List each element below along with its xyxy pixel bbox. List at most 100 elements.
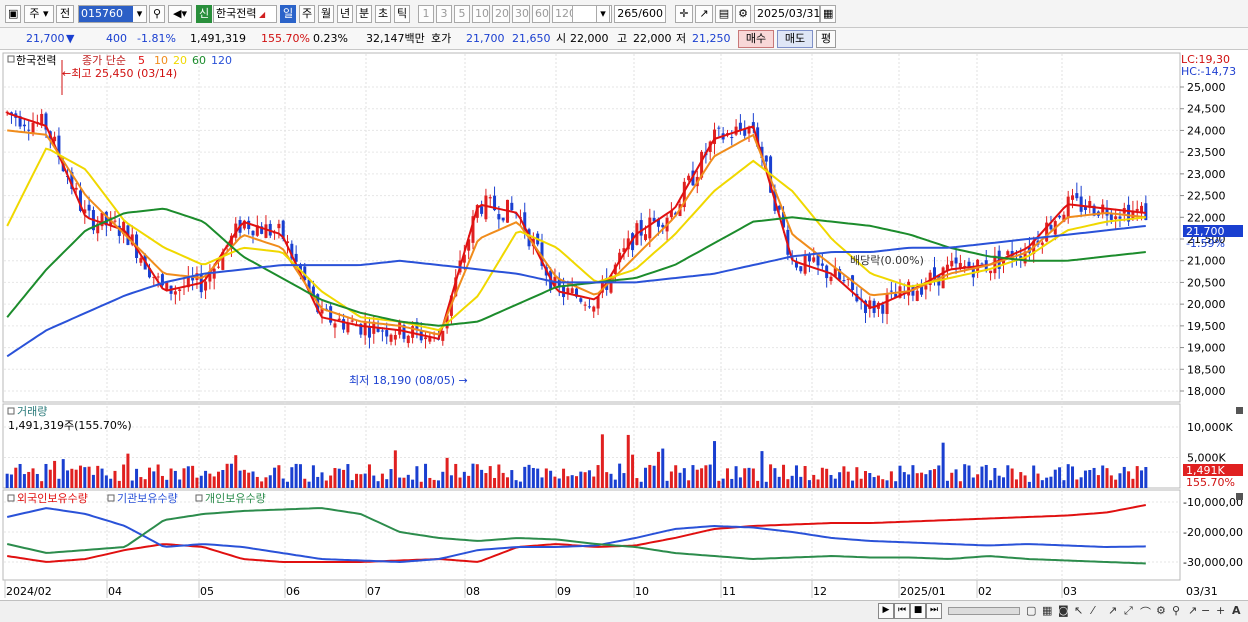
volume-bar: [980, 466, 984, 488]
crosshair-icon[interactable]: ✛: [675, 5, 693, 23]
volume-bar: [536, 468, 540, 488]
x-label-6: 09: [557, 585, 571, 598]
candle: [234, 223, 238, 238]
interval-button-0[interactable]: 1: [418, 5, 434, 23]
volume-bar: [665, 480, 669, 488]
tool1-icon[interactable]: ↖: [1074, 604, 1084, 617]
period-tab-4[interactable]: 분: [356, 5, 372, 23]
volume-bar: [467, 475, 471, 488]
candle: [842, 280, 846, 282]
grid-icon[interactable]: ▦: [1042, 604, 1053, 617]
interval-button-3[interactable]: 10: [472, 5, 490, 23]
period-tab-1[interactable]: 주: [299, 5, 315, 23]
volume-panel-close-icon[interactable]: [1236, 407, 1243, 414]
zoom-slider[interactable]: [948, 607, 1020, 615]
period-tab-0[interactable]: 일: [280, 5, 296, 23]
candle: [74, 187, 78, 190]
tool5-icon[interactable]: ⌒: [1140, 606, 1151, 619]
period-tab-6[interactable]: 틱: [394, 5, 410, 23]
stock-name-field[interactable]: 한국전력 ◢: [213, 5, 277, 23]
capture-icon[interactable]: ▢: [1026, 604, 1037, 617]
volume-bar: [540, 477, 544, 488]
candle: [734, 126, 738, 135]
volume-bar: [717, 480, 721, 488]
stop-icon[interactable]: ■: [910, 603, 926, 619]
eval-button[interactable]: 평: [816, 30, 836, 48]
interval-button-7[interactable]: 120: [552, 5, 576, 23]
volume-title: 거래량: [17, 405, 47, 418]
stock-code-input[interactable]: 015760: [78, 5, 146, 23]
volume-bar: [773, 468, 777, 488]
date-field[interactable]: 2025/03/31: [754, 5, 820, 23]
candle: [945, 264, 949, 271]
zoom-in-icon[interactable]: ↗: [1188, 604, 1198, 617]
volume-bar: [260, 481, 264, 488]
prev-button[interactable]: 전: [56, 5, 74, 23]
candle: [454, 277, 458, 297]
tool4-icon[interactable]: ⤢: [1124, 604, 1133, 617]
stock-chart[interactable]: 25,000 24,500 24,000 23,500 23,000 22,500 22,0…: [0, 50, 1248, 600]
interval-button-5[interactable]: 30: [512, 5, 530, 23]
volume-bar: [842, 466, 846, 488]
volume-bar: [281, 478, 285, 488]
volume-bar: [294, 463, 298, 488]
period-tab-5[interactable]: 초: [375, 5, 391, 23]
volume-bar: [734, 466, 738, 488]
volume-bar: [592, 476, 596, 488]
plus-icon[interactable]: +: [1216, 604, 1226, 617]
interval-button-6[interactable]: 60: [532, 5, 550, 23]
bid-price: 21,650: [512, 32, 551, 45]
candle: [863, 300, 867, 314]
volume-bar: [549, 470, 553, 488]
candle: [475, 204, 479, 218]
tool3-icon[interactable]: ↗: [1108, 604, 1118, 617]
save-icon[interactable]: ▤: [715, 5, 733, 23]
period-tab-3[interactable]: 년: [337, 5, 353, 23]
tool2-icon[interactable]: ⁄: [1092, 604, 1094, 617]
interval-button-2[interactable]: 5: [454, 5, 470, 23]
buy-button[interactable]: 매수: [738, 30, 774, 48]
investor-panel-close-icon[interactable]: [1236, 493, 1243, 500]
first-icon[interactable]: ⏮: [894, 603, 910, 619]
last-icon[interactable]: ⏭: [926, 603, 942, 619]
price-tick-13: 18,500: [1187, 363, 1226, 376]
high-price: 22,000: [633, 32, 672, 45]
candle: [44, 113, 48, 130]
count-field[interactable]: 265/600: [614, 5, 666, 23]
interval-button-1[interactable]: 3: [436, 5, 452, 23]
calendar-icon[interactable]: ▦: [820, 5, 836, 23]
camera-icon[interactable]: ◙: [1058, 604, 1069, 617]
interval-button-4[interactable]: 20: [492, 5, 510, 23]
candle: [764, 155, 768, 162]
window-menu-icon[interactable]: ▣: [5, 5, 21, 23]
candle: [1083, 206, 1087, 210]
period-tab-2[interactable]: 월: [318, 5, 334, 23]
draw-tool-icon[interactable]: ↗: [695, 5, 713, 23]
speaker-icon[interactable]: ◀▾: [168, 5, 192, 23]
volume-bar: [273, 467, 277, 488]
volume-bar: [691, 465, 695, 488]
search-icon[interactable]: ⚲: [149, 5, 165, 23]
interval-dropdown-icon[interactable]: ▾: [596, 5, 610, 23]
volume-bar: [1066, 464, 1070, 488]
volume-bar: [954, 469, 958, 488]
candle: [540, 242, 544, 266]
sell-button[interactable]: 매도: [777, 30, 813, 48]
gear-icon[interactable]: ⚙: [735, 5, 751, 23]
candle: [178, 289, 182, 292]
volume-bar: [794, 465, 798, 488]
type-select[interactable]: 주 ▾: [24, 5, 54, 23]
volume-bar: [350, 480, 354, 488]
volume-bar: [432, 479, 436, 488]
volume-bar: [53, 460, 57, 488]
volume-bar: [251, 471, 255, 488]
tool7-icon[interactable]: ⚲: [1172, 604, 1181, 617]
font-size-icon[interactable]: A: [1232, 604, 1241, 617]
scroll-right-icon[interactable]: ▶: [878, 603, 894, 619]
tool6-icon[interactable]: ⚙: [1156, 604, 1166, 617]
volume-bar: [1114, 479, 1118, 488]
stock-code-value: 015760: [81, 7, 123, 20]
code-dropdown-icon[interactable]: ▾: [133, 5, 147, 23]
minus-icon[interactable]: −: [1201, 604, 1211, 617]
volume-bar: [661, 448, 665, 488]
